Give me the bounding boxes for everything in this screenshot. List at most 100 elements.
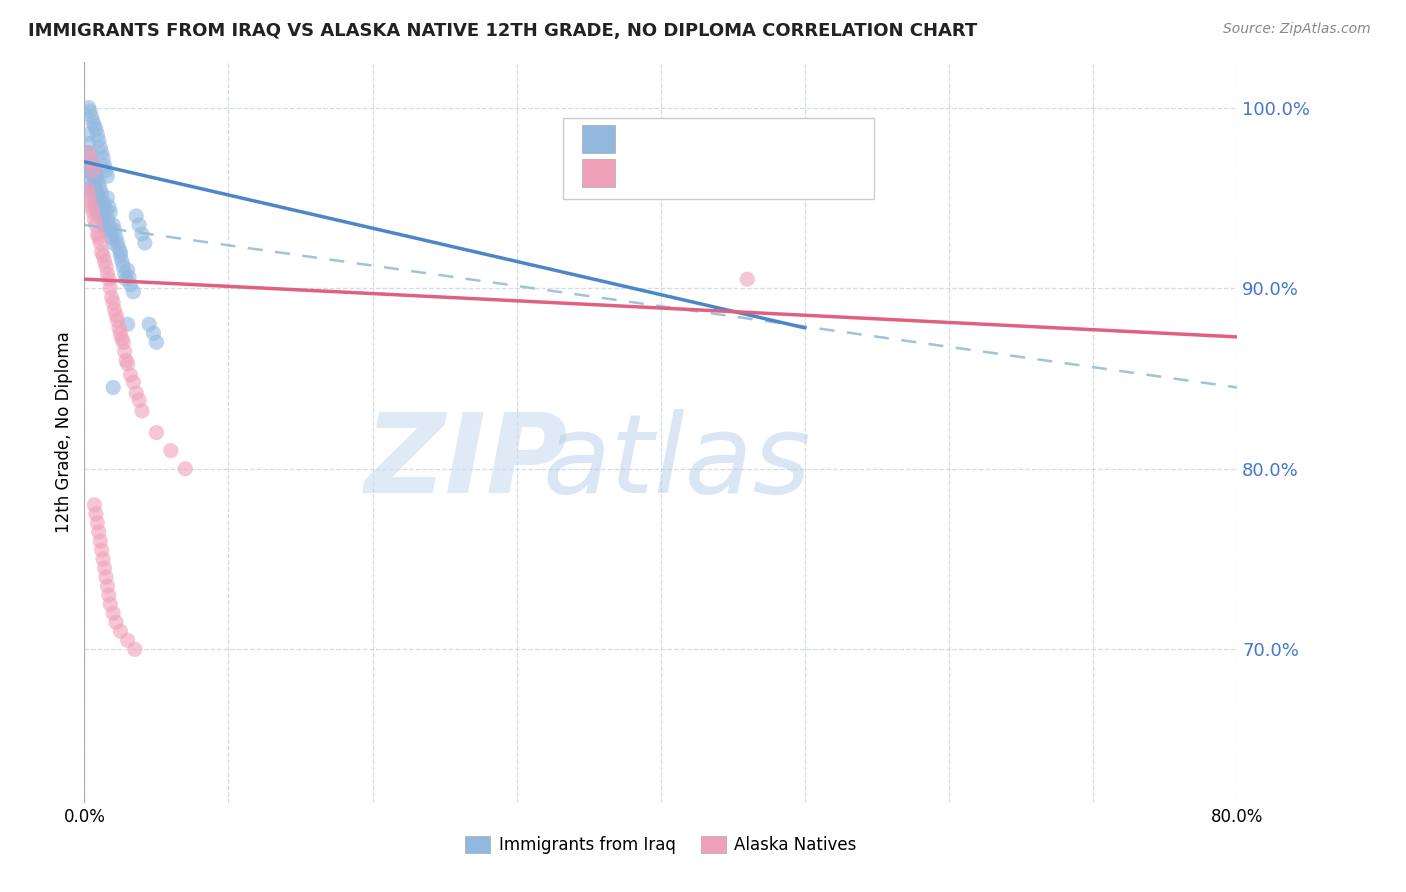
Point <box>737 272 759 286</box>
Point <box>87 177 110 191</box>
Legend: Immigrants from Iraq, Alaska Natives: Immigrants from Iraq, Alaska Natives <box>458 830 863 861</box>
Point <box>82 205 104 219</box>
Point <box>93 218 115 232</box>
Point <box>118 270 141 285</box>
Point <box>89 235 111 250</box>
Point <box>100 230 122 244</box>
Point <box>90 187 112 202</box>
Point <box>145 425 167 440</box>
Point <box>104 223 127 237</box>
Point <box>103 380 124 394</box>
Point <box>91 249 114 263</box>
Point <box>100 290 122 304</box>
Point <box>84 200 107 214</box>
Point <box>94 163 117 178</box>
Point <box>80 154 103 169</box>
Point <box>90 543 112 558</box>
Point <box>77 101 100 115</box>
Point <box>96 579 118 593</box>
Point <box>77 173 100 187</box>
Point <box>89 140 111 154</box>
Point <box>131 404 153 418</box>
Text: Source: ZipAtlas.com: Source: ZipAtlas.com <box>1223 22 1371 37</box>
Point <box>76 182 98 196</box>
Point <box>138 318 160 332</box>
Point <box>84 182 107 196</box>
Point <box>83 498 105 512</box>
Text: ZIP: ZIP <box>366 409 568 516</box>
Point <box>97 218 120 232</box>
Point <box>98 597 121 611</box>
Point <box>117 263 139 277</box>
Point <box>110 326 132 341</box>
Point <box>131 227 153 241</box>
Point <box>83 163 105 178</box>
Text: IMMIGRANTS FROM IRAQ VS ALASKA NATIVE 12TH GRADE, NO DIPLOMA CORRELATION CHART: IMMIGRANTS FROM IRAQ VS ALASKA NATIVE 12… <box>28 22 977 40</box>
Point <box>90 145 112 160</box>
Point <box>84 122 107 136</box>
Point <box>77 154 100 169</box>
Point <box>94 205 117 219</box>
Point <box>86 187 108 202</box>
Point <box>98 281 121 295</box>
Point <box>79 194 101 209</box>
Point <box>80 154 103 169</box>
Point <box>83 194 105 209</box>
Point <box>96 212 118 227</box>
Point <box>82 169 104 184</box>
Point <box>93 158 115 172</box>
Point <box>111 254 134 268</box>
Point <box>93 561 115 575</box>
Point <box>79 145 101 160</box>
Text: atlas: atlas <box>543 409 811 516</box>
Point <box>97 200 120 214</box>
Point <box>107 235 129 250</box>
Point <box>76 128 98 142</box>
Point <box>96 191 118 205</box>
Point <box>122 285 145 299</box>
Point <box>83 212 105 227</box>
Point <box>90 245 112 260</box>
Point <box>94 570 117 584</box>
Point <box>108 242 131 256</box>
Point <box>115 272 138 286</box>
Text: R =  -0.177   N = 83: R = -0.177 N = 83 <box>628 134 804 152</box>
Point <box>82 163 104 178</box>
Point <box>87 524 110 539</box>
Point <box>111 332 134 346</box>
Point <box>112 260 135 274</box>
Point <box>79 182 101 196</box>
Point <box>103 295 124 310</box>
Point <box>76 163 98 178</box>
Point <box>105 615 128 630</box>
Point <box>79 163 101 178</box>
Point <box>115 353 138 368</box>
Point <box>125 385 148 400</box>
Point <box>134 235 156 250</box>
Point <box>80 200 103 214</box>
Point <box>112 335 135 350</box>
Point <box>91 212 114 227</box>
Point <box>80 182 103 196</box>
Point <box>103 606 124 620</box>
Point <box>86 173 108 187</box>
Point <box>142 326 165 341</box>
Point <box>82 158 104 172</box>
Point <box>83 119 105 133</box>
Point <box>75 145 97 160</box>
Point <box>77 145 100 160</box>
Point <box>110 245 132 260</box>
Bar <box>582 125 614 153</box>
Point <box>90 205 112 219</box>
Point <box>86 516 108 530</box>
Point <box>98 223 121 237</box>
Point <box>93 200 115 214</box>
Point <box>89 200 111 214</box>
Point <box>104 302 127 317</box>
Point <box>87 230 110 244</box>
Point <box>110 624 132 639</box>
Point <box>79 104 101 119</box>
Point <box>86 128 108 142</box>
Point <box>82 115 104 129</box>
Point <box>107 313 129 327</box>
